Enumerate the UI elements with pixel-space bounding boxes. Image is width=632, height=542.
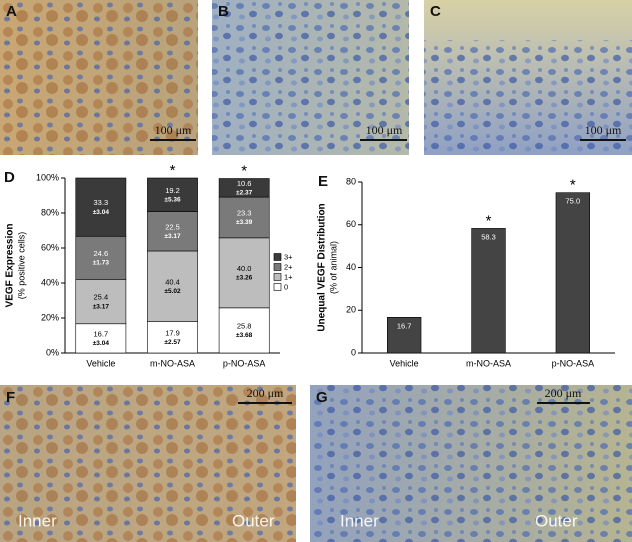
micrograph-c: C 100 μm [424, 0, 632, 155]
region-label: Inner [340, 511, 379, 530]
region-label: Inner [18, 511, 57, 530]
bar-segment [75, 177, 127, 237]
legend-label: 0 [284, 282, 288, 291]
bar-segment [147, 177, 198, 212]
error-label: ±5.36 [164, 197, 181, 204]
bar-segment [75, 235, 127, 280]
scale-bar-label: 100 μm [585, 123, 622, 137]
error-label: ±3.17 [93, 303, 110, 310]
micrograph-a: A 100 μm [0, 0, 198, 155]
micrograph-f: F 200 μm Inner Outer [0, 385, 296, 542]
panel-label: F [6, 389, 15, 406]
panel-label: C [430, 3, 441, 20]
legend-swatch [273, 253, 282, 261]
legend-label: 1+ [284, 272, 293, 281]
value-label: 33.3 [94, 198, 109, 207]
panel-label: E [318, 173, 328, 190]
value-label: 25.8 [237, 321, 252, 330]
legend-swatch [273, 283, 282, 291]
value-label: 22.5 [165, 222, 180, 231]
error-label: ±3.04 [93, 340, 110, 347]
value-label: 23.3 [237, 208, 252, 217]
bar-segment [218, 196, 270, 239]
bar-segment [218, 307, 270, 354]
micrograph-g: G 200 μm Inner Outer [310, 385, 632, 542]
y-tick-label: 0 [351, 347, 356, 357]
value-label: 58.3 [481, 232, 496, 241]
y-tick-label: 100% [36, 172, 59, 182]
bar-segment [147, 321, 198, 354]
error-label: ±3.17 [164, 233, 181, 240]
value-label: 19.2 [165, 186, 180, 195]
bar-segment [75, 323, 127, 354]
legend-swatch [273, 263, 282, 271]
bar [471, 228, 506, 354]
region-label: Outer [535, 511, 578, 530]
y-tick-label: 20% [41, 312, 59, 322]
error-label: ±3.04 [93, 209, 110, 216]
error-label: ±1.73 [93, 260, 110, 267]
x-tick-label: Vehicle [86, 358, 115, 368]
y-tick-label: 80% [41, 207, 59, 217]
y-axis-sublabel: (% positive cells) [16, 232, 26, 300]
panel-label: B [218, 3, 229, 20]
y-axis-label: VEGF Expression [5, 224, 16, 308]
value-label: 10.6 [237, 179, 252, 188]
value-label: 24.6 [94, 249, 109, 258]
significance-mark: * [170, 162, 176, 179]
y-tick-label: 60 [346, 219, 356, 229]
panel-label: G [316, 389, 328, 406]
error-label: ±2.57 [164, 339, 181, 346]
value-label: 16.7 [397, 321, 412, 330]
value-label: 40.4 [165, 277, 180, 286]
bar-segment [218, 237, 270, 309]
error-label: ±3.68 [236, 332, 253, 339]
bar-segment [75, 279, 127, 325]
bar-segment [218, 178, 270, 198]
value-label: 40.0 [237, 264, 252, 273]
significance-mark: * [486, 212, 492, 229]
value-label: 25.4 [94, 293, 109, 302]
y-axis-label: Unequal VEGF Distribution [317, 203, 328, 331]
scale-bar-label: 200 μm [545, 386, 582, 400]
bar-segment [147, 250, 198, 322]
error-label: ±2.37 [236, 190, 253, 197]
bar [555, 192, 591, 354]
legend-label: 2+ [284, 262, 293, 271]
value-label: 17.9 [165, 328, 180, 337]
y-tick-label: 0% [46, 347, 59, 357]
micrograph-b: B 100 μm [212, 0, 409, 155]
value-label: 75.0 [566, 197, 581, 206]
bar [386, 317, 422, 354]
significance-mark: * [570, 177, 576, 194]
significance-mark: * [241, 162, 247, 179]
error-label: ±3.26 [236, 275, 253, 282]
scale-bar-label: 100 μm [155, 123, 192, 137]
x-tick-label: m-NO-ASA [466, 358, 511, 368]
error-label: ±3.39 [236, 219, 253, 226]
y-axis-sublabel: (% of animal) [328, 241, 338, 294]
error-label: ±5.02 [164, 288, 181, 295]
y-tick-label: 60% [41, 242, 59, 252]
bar-segment [147, 211, 198, 252]
y-tick-label: 80 [346, 176, 356, 186]
legend-swatch [273, 273, 282, 281]
y-tick-label: 40% [41, 277, 59, 287]
x-tick-label: p-NO-ASA [552, 358, 595, 368]
region-label: Outer [232, 511, 275, 530]
panel-label: A [6, 3, 17, 20]
scale-bar-label: 100 μm [366, 123, 403, 137]
x-tick-label: Vehicle [390, 358, 419, 368]
value-label: 16.7 [94, 329, 109, 338]
scale-bar-label: 200 μm [247, 386, 284, 400]
panel-label: D [4, 169, 15, 186]
y-tick-label: 20 [346, 305, 356, 315]
legend-label: 3+ [284, 252, 293, 261]
y-tick-label: 40 [346, 262, 356, 272]
x-tick-label: p-NO-ASA [223, 358, 266, 368]
x-tick-label: m-NO-ASA [150, 358, 195, 368]
